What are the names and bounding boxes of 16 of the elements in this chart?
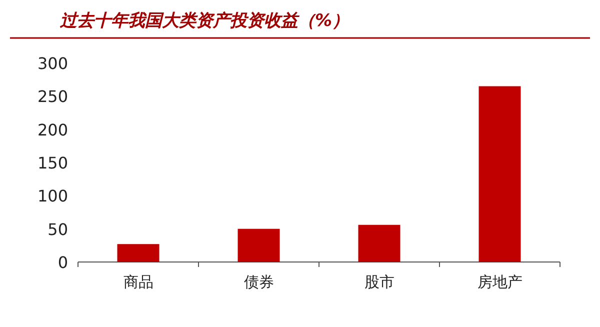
x-tick-label: 房地产 (477, 273, 522, 291)
chart-title: 过去十年我国大类资产投资收益（%） (59, 11, 350, 31)
y-tick-label: 200 (37, 120, 68, 140)
bar (117, 244, 160, 262)
y-tick-label: 100 (37, 186, 68, 206)
x-tick-label: 债券 (244, 273, 274, 291)
y-tick-label: 0 (58, 253, 68, 272)
bar (358, 224, 400, 262)
y-tick-label: 300 (37, 54, 68, 73)
y-tick-label: 250 (37, 87, 68, 106)
bar (238, 228, 280, 262)
y-tick-label: 50 (48, 220, 68, 239)
bar (478, 86, 521, 262)
y-tick-label: 150 (37, 154, 68, 172)
x-tick-label: 商品 (123, 273, 154, 291)
x-tick-label: 股市 (364, 273, 394, 291)
